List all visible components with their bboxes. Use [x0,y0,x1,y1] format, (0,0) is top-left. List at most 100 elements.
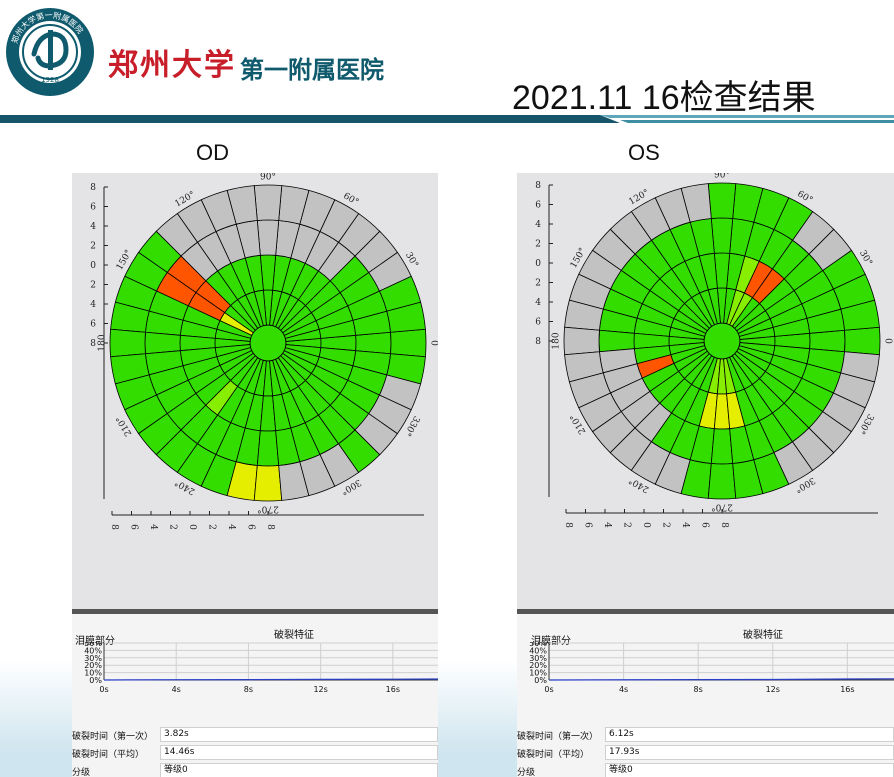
os-label: OS [628,140,660,165]
polar-sector [710,428,734,465]
polar-sector [256,430,280,467]
polar-sector [390,328,427,358]
hospital-subname: 第一附属医院 [240,56,384,84]
y-tick-label: 0 [535,259,541,269]
result-value: 等级0 [160,763,438,777]
y-tick-label: 8 [90,183,96,193]
x-tick-label: 8 [109,524,119,530]
result-row-first: 破裂时间（第一次） 3.82s [72,727,438,743]
y-tick-label: 2 [535,240,541,250]
tearfilm-series-line [103,678,438,681]
x-tick-label: 8 [719,522,729,528]
result-value: 17.93s [605,745,894,760]
x-tick-label: 8s [244,685,253,694]
x-tick-label: 2 [622,522,632,528]
y-tick-label: 30% [529,654,547,663]
polar-sector [109,328,146,358]
x-tick-label: 0s [544,685,553,694]
y-tick-label: 6 [535,201,541,211]
os-tearfilm-section: 破裂特征 泪膜部分 50% 40% 30% 20% 10% 0% 0s 4s 8s 12s 16s … [517,614,894,777]
y-tick-label: 8 [90,339,96,349]
od-topography-panel: 8 8 6 6 4 4 2 2 0 0 2 2 4 4 6 6 8 8 90° 60° 30° 0 330° 300° 270°… [72,173,438,777]
y-tick-label: 30% [84,654,102,663]
y-tick-label: 50% [529,642,547,648]
x-tick-label: 0 [187,524,197,530]
result-row-grade: 分级 等级0 [517,763,894,777]
od-tearfilm-section: 破裂特征 泪膜部分 50% 40% 30% 20% 10% 0% 0s 4s 8s 12s 16s … [72,614,438,777]
panel-separator [72,609,438,614]
polar-sector [598,329,635,353]
page-title: 2021.11 16检查结果 [512,79,816,117]
polar-sector [844,326,881,356]
hospital-name: 郑州大学 [108,48,236,83]
angle-label: 270° [257,504,279,514]
os-polar-map: 88664422002244668890°60°30°0330°300°270°… [535,173,892,528]
logo-year: 1928 [41,76,59,84]
x-tick-label: 8 [563,522,573,528]
tearfilm-title: 破裂特征 [743,630,783,641]
polar-sector [809,329,846,353]
y-tick-label: 4 [90,222,96,232]
os-topography-panel: 8 8 6 6 4 4 2 2 0 0 2 2 4 4 6 6 8 8 90° 60° 30° 0 330° 300° 270°… [517,173,894,777]
y-tick-label: 2 [535,279,541,289]
x-tick-label: 2 [207,524,217,530]
result-row-avg: 破裂时间（平均） 14.46s [72,745,438,761]
result-value: 14.46s [160,745,438,760]
x-tick-label: 4s [172,685,181,694]
x-tick-label: 4 [680,522,690,528]
y-tick-label: 4 [90,300,96,310]
hospital-logo-icon: 郑州大学第一附属医院 1928 [6,8,94,96]
x-tick-label: 2 [661,522,671,528]
polar-sector [144,331,181,355]
angle-label: 90° [260,173,276,183]
y-tick-label: 20% [84,661,102,670]
polar-sector [355,331,392,355]
y-tick-label: 6 [90,320,96,330]
result-key: 破裂时间（第一次） [72,732,154,742]
x-tick-label: 6 [129,524,139,530]
polar-sector [840,351,880,383]
result-key: 分级 [72,768,91,777]
x-tick-label: 4s [619,685,628,694]
y-tick-label: 4 [535,220,541,230]
y-tick-label: 8 [535,337,541,347]
y-tick-label: 0 [90,261,96,271]
polar-sector [253,465,283,502]
y-tick-label: 6 [90,203,96,213]
od-tearfilm-chart: 50%40%30%20%10%0%0s 4s 8s 12s 16s [84,642,438,694]
polar-sector [707,182,737,219]
x-tick-label: 4 [602,522,612,528]
angle-label: 180 [552,332,562,349]
y-tick-label: 6 [535,318,541,328]
y-tick-label: 10% [529,669,547,678]
tearfilm-title: 破裂特征 [274,630,314,641]
x-tick-label: 16s [840,685,854,694]
tearfilm-series-line [548,678,894,681]
panel-separator [517,609,894,614]
x-tick-label: 6 [700,522,710,528]
y-tick-label: 2 [90,281,96,291]
result-value: 6.12s [605,727,894,742]
y-tick-label: 20% [529,661,547,670]
angle-label: 90° [714,173,730,181]
od-polar-map: 88664422002244668890°60°30°0330°300°270°… [90,173,438,530]
y-tick-label: 10% [84,669,102,678]
result-key: 破裂时间（第一次） [517,732,599,742]
result-value: 等级0 [605,763,894,777]
x-tick-label: 12s [766,685,780,694]
y-tick-label: 2 [90,242,96,252]
polar-sector [707,463,737,500]
od-label: OD [196,140,229,165]
x-tick-label: 4 [226,524,236,530]
result-key: 分级 [517,768,536,777]
x-tick-label: 4 [148,524,158,530]
x-tick-label: 12s [313,685,327,694]
y-tick-label: 8 [535,181,541,191]
y-tick-label: 40% [529,646,547,655]
y-tick-label: 4 [535,298,541,308]
x-tick-label: 6 [583,522,593,528]
result-key: 破裂时间（平均） [517,750,590,760]
polar-sector [563,326,600,356]
angle-label: 180 [98,334,108,351]
result-row-avg: 破裂时间（平均） 17.93s [517,745,894,761]
